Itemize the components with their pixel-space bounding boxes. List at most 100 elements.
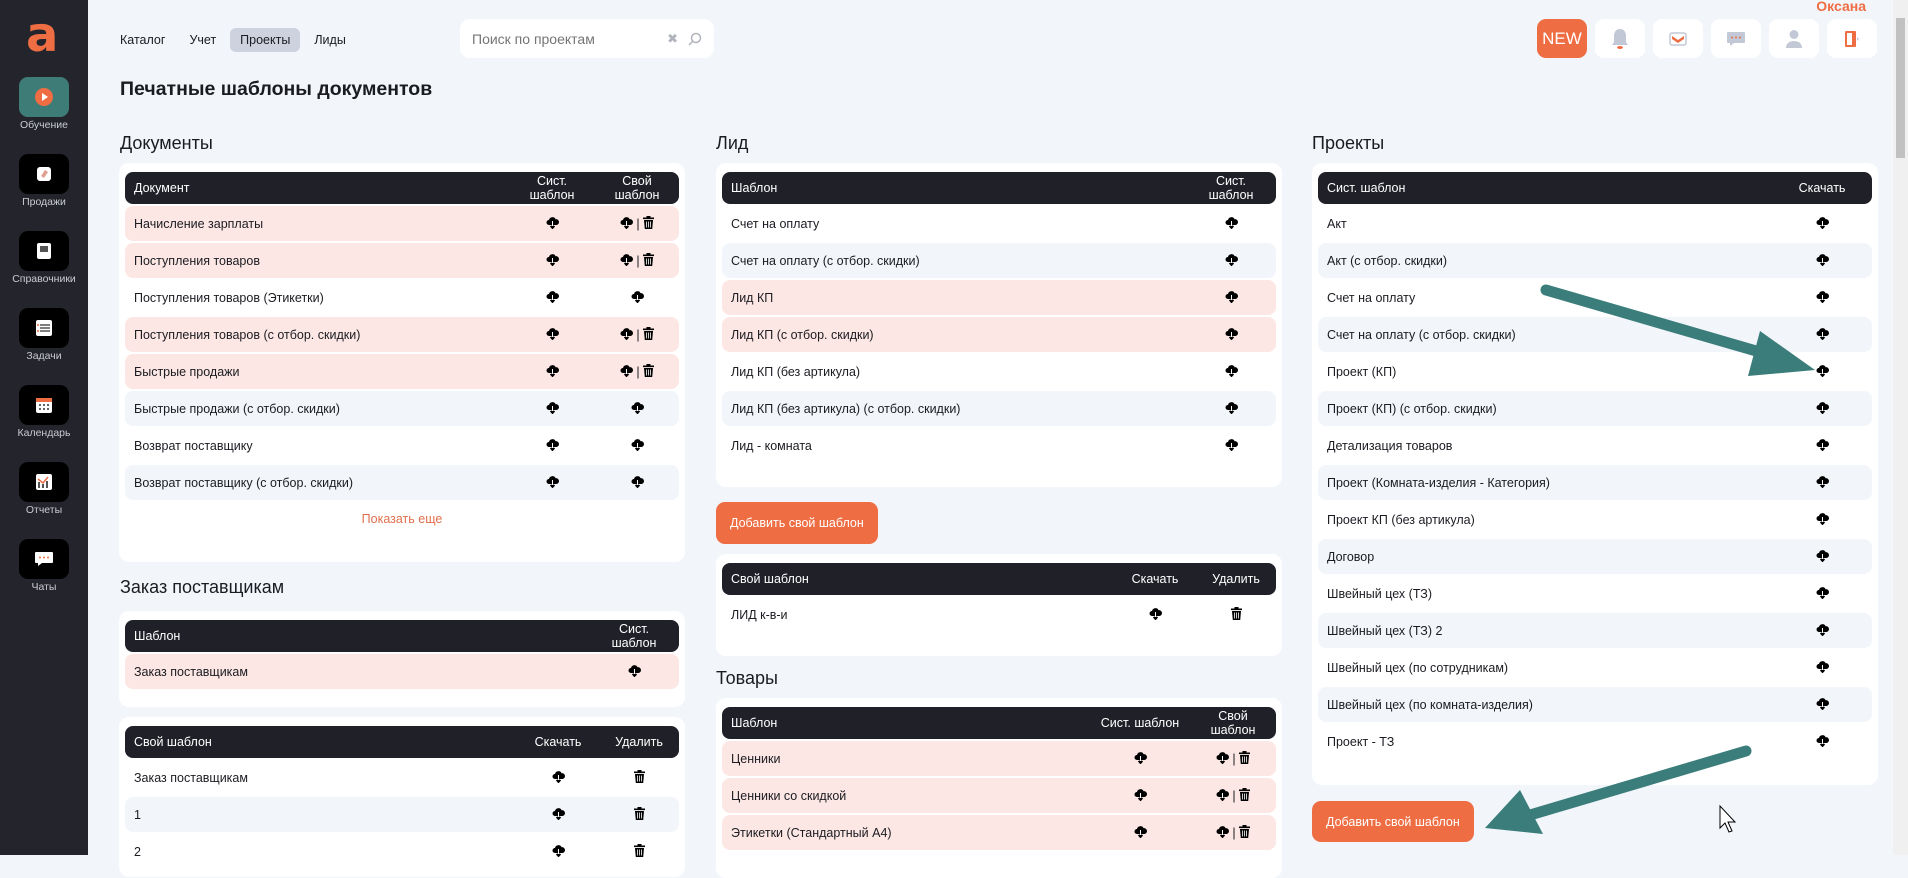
messages-button[interactable] bbox=[1711, 19, 1761, 58]
table-row[interactable]: Лид - комната bbox=[722, 428, 1276, 463]
download-icon[interactable] bbox=[1816, 290, 1829, 306]
table-row[interactable]: ЛИД к-в-и bbox=[722, 597, 1276, 632]
nav-tab-2[interactable]: Проекты bbox=[230, 28, 301, 52]
download-icon[interactable] bbox=[1216, 788, 1230, 804]
clear-icon[interactable]: ✖ bbox=[667, 30, 678, 46]
download-icon[interactable] bbox=[628, 664, 641, 680]
download-icon[interactable] bbox=[1816, 401, 1829, 417]
download-icon[interactable] bbox=[1816, 623, 1829, 639]
download-icon[interactable] bbox=[1134, 788, 1147, 804]
table-row[interactable]: 2 bbox=[125, 834, 679, 869]
table-row[interactable]: Акт (с отбор. скидки) bbox=[1318, 243, 1872, 278]
table-row[interactable]: Ценники со скидкой | bbox=[722, 778, 1276, 813]
download-icon[interactable] bbox=[631, 438, 644, 454]
download-icon[interactable] bbox=[1225, 216, 1238, 232]
download-icon[interactable] bbox=[546, 475, 559, 491]
logout-button[interactable] bbox=[1827, 19, 1877, 58]
table-row[interactable]: Лид КП bbox=[722, 280, 1276, 315]
delete-icon[interactable] bbox=[1238, 787, 1250, 804]
search-icon[interactable] bbox=[688, 32, 702, 46]
table-row[interactable]: Начисление зарплаты | bbox=[125, 206, 679, 241]
delete-icon[interactable] bbox=[1238, 824, 1250, 841]
table-row[interactable]: 1 bbox=[125, 797, 679, 832]
download-icon[interactable] bbox=[1149, 607, 1162, 623]
delete-icon[interactable] bbox=[642, 326, 654, 343]
delete-icon[interactable] bbox=[1238, 750, 1250, 767]
table-row[interactable]: Лид КП (без артикула) bbox=[722, 354, 1276, 389]
delete-icon[interactable] bbox=[633, 806, 645, 823]
download-icon[interactable] bbox=[1816, 734, 1829, 750]
search-input[interactable] bbox=[472, 30, 668, 47]
download-icon[interactable] bbox=[1225, 327, 1238, 343]
sidebar-item-2[interactable]: Справочники bbox=[0, 231, 88, 285]
download-icon[interactable] bbox=[1816, 327, 1829, 343]
nav-tab-1[interactable]: Учет bbox=[189, 33, 217, 47]
projects-add-template-button[interactable]: Добавить свой шаблон bbox=[1312, 801, 1474, 842]
download-icon[interactable] bbox=[552, 770, 565, 786]
delete-icon[interactable] bbox=[642, 252, 654, 269]
download-icon[interactable] bbox=[1816, 549, 1829, 565]
download-icon[interactable] bbox=[546, 438, 559, 454]
table-row[interactable]: Проект (КП) bbox=[1318, 354, 1872, 389]
mail-button[interactable] bbox=[1653, 19, 1703, 58]
download-icon[interactable] bbox=[1216, 751, 1230, 767]
table-row[interactable]: Акт bbox=[1318, 206, 1872, 241]
download-icon[interactable] bbox=[546, 216, 559, 232]
download-icon[interactable] bbox=[620, 327, 634, 343]
sidebar-item-5[interactable]: Отчеты bbox=[0, 462, 88, 516]
download-icon[interactable] bbox=[631, 401, 644, 417]
table-row[interactable]: Проект КП (без артикула) bbox=[1318, 502, 1872, 537]
table-row[interactable]: Швейный цех (ТЗ) bbox=[1318, 576, 1872, 611]
profile-button[interactable] bbox=[1769, 19, 1819, 58]
nav-tab-0[interactable]: Каталог bbox=[120, 33, 166, 47]
table-row[interactable]: Швейный цех (ТЗ) 2 bbox=[1318, 613, 1872, 648]
sidebar-item-1[interactable]: Продажи bbox=[0, 154, 88, 208]
download-icon[interactable] bbox=[1225, 364, 1238, 380]
download-icon[interactable] bbox=[1216, 825, 1230, 841]
table-row[interactable]: Ценники | bbox=[722, 741, 1276, 776]
table-row[interactable]: Заказ поставщикам bbox=[125, 760, 679, 795]
table-row[interactable]: Проект - ТЗ bbox=[1318, 724, 1872, 759]
table-row[interactable]: Проект (КП) (с отбор. скидки) bbox=[1318, 391, 1872, 426]
scrollbar[interactable] bbox=[1893, 0, 1908, 855]
table-row[interactable]: Поступления товаров (Этикетки) bbox=[125, 280, 679, 315]
delete-icon[interactable] bbox=[1230, 606, 1242, 623]
download-icon[interactable] bbox=[1225, 401, 1238, 417]
table-row[interactable]: Быстрые продажи | bbox=[125, 354, 679, 389]
download-icon[interactable] bbox=[546, 401, 559, 417]
table-row[interactable]: Быстрые продажи (с отбор. скидки) bbox=[125, 391, 679, 426]
download-icon[interactable] bbox=[552, 807, 565, 823]
download-icon[interactable] bbox=[1816, 438, 1829, 454]
download-icon[interactable] bbox=[1816, 512, 1829, 528]
delete-icon[interactable] bbox=[633, 843, 645, 860]
sidebar-item-4[interactable]: Календарь bbox=[0, 385, 88, 439]
download-icon[interactable] bbox=[631, 290, 644, 306]
table-row[interactable]: Швейный цех (по сотрудникам) bbox=[1318, 650, 1872, 685]
delete-icon[interactable] bbox=[642, 215, 654, 232]
download-icon[interactable] bbox=[631, 475, 644, 491]
download-icon[interactable] bbox=[1816, 475, 1829, 491]
table-row[interactable]: Договор bbox=[1318, 539, 1872, 574]
delete-icon[interactable] bbox=[633, 769, 645, 786]
download-icon[interactable] bbox=[1225, 290, 1238, 306]
new-button[interactable]: NEW bbox=[1537, 19, 1587, 58]
table-row[interactable]: Лид КП (с отбор. скидки) bbox=[722, 317, 1276, 352]
download-icon[interactable] bbox=[1134, 825, 1147, 841]
sidebar-item-6[interactable]: Чаты bbox=[0, 539, 88, 593]
download-icon[interactable] bbox=[620, 364, 634, 380]
table-row[interactable]: Этикетки (Стандартный А4) | bbox=[722, 815, 1276, 850]
table-row[interactable]: Поступления товаров (с отбор. скидки) | bbox=[125, 317, 679, 352]
logo[interactable]: a bbox=[26, 7, 59, 63]
download-icon[interactable] bbox=[1816, 660, 1829, 676]
nav-tab-3[interactable]: Лиды bbox=[314, 33, 346, 47]
download-icon[interactable] bbox=[620, 253, 634, 269]
table-row[interactable]: Счет на оплату bbox=[722, 206, 1276, 241]
download-icon[interactable] bbox=[1816, 586, 1829, 602]
table-row[interactable]: Счет на оплату (с отбор. скидки) bbox=[722, 243, 1276, 278]
table-row[interactable]: Швейный цех (по комната-изделия) bbox=[1318, 687, 1872, 722]
download-icon[interactable] bbox=[1134, 751, 1147, 767]
table-row[interactable]: Возврат поставщику (с отбор. скидки) bbox=[125, 465, 679, 500]
table-row[interactable]: Лид КП (без артикула) (с отбор. скидки) bbox=[722, 391, 1276, 426]
table-row[interactable]: Заказ поставщикам bbox=[125, 654, 679, 689]
table-row[interactable]: Поступления товаров | bbox=[125, 243, 679, 278]
